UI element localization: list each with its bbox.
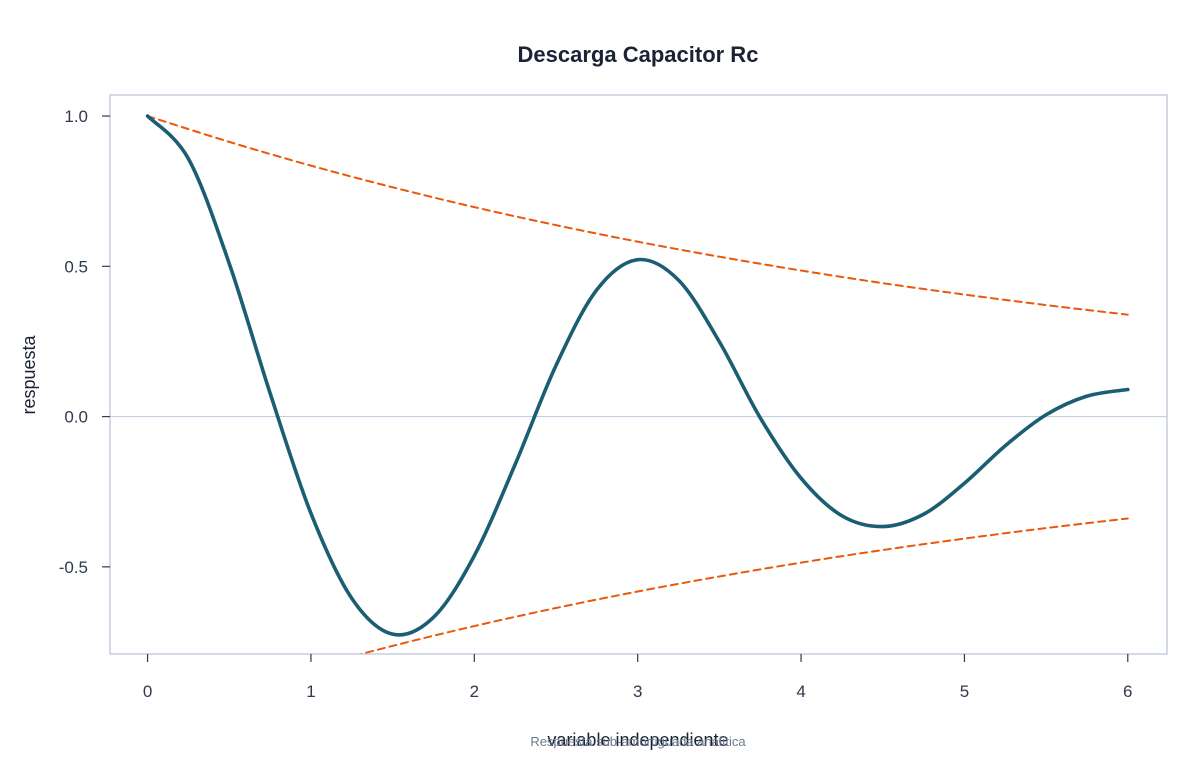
chart-title: Descarga Capacitor Rc — [518, 42, 759, 67]
series-layer — [145, 114, 1130, 654]
x-tick-label: 6 — [1123, 682, 1132, 701]
y-tick-label: 1.0 — [64, 107, 88, 126]
chart-caption: Respuesta sub-amortiguada analítica — [530, 734, 746, 749]
x-tick-label: 4 — [796, 682, 805, 701]
x-tick-label: 1 — [306, 682, 315, 701]
x-tick-label: 3 — [633, 682, 642, 701]
x-tick-label: 2 — [470, 682, 479, 701]
y-axis-label: respuesta — [19, 334, 39, 414]
series-line-lower-envelope — [357, 517, 1129, 654]
y-tick-label: 0.0 — [64, 408, 88, 427]
y-tick-label: -0.5 — [59, 558, 88, 577]
series-line-response — [145, 114, 1130, 637]
x-axis-label: variable independiente — [547, 730, 728, 750]
x-tick-label: 5 — [960, 682, 969, 701]
y-tick-label: 0.5 — [64, 257, 88, 276]
series-line-upper-envelope — [146, 115, 1129, 316]
y-axis: -0.5 0.0 0.5 1.0 — [59, 107, 110, 577]
x-axis: 0 1 2 3 4 5 6 — [143, 654, 1133, 701]
x-tick-label: 0 — [143, 682, 152, 701]
plot-frame — [109, 94, 1168, 655]
